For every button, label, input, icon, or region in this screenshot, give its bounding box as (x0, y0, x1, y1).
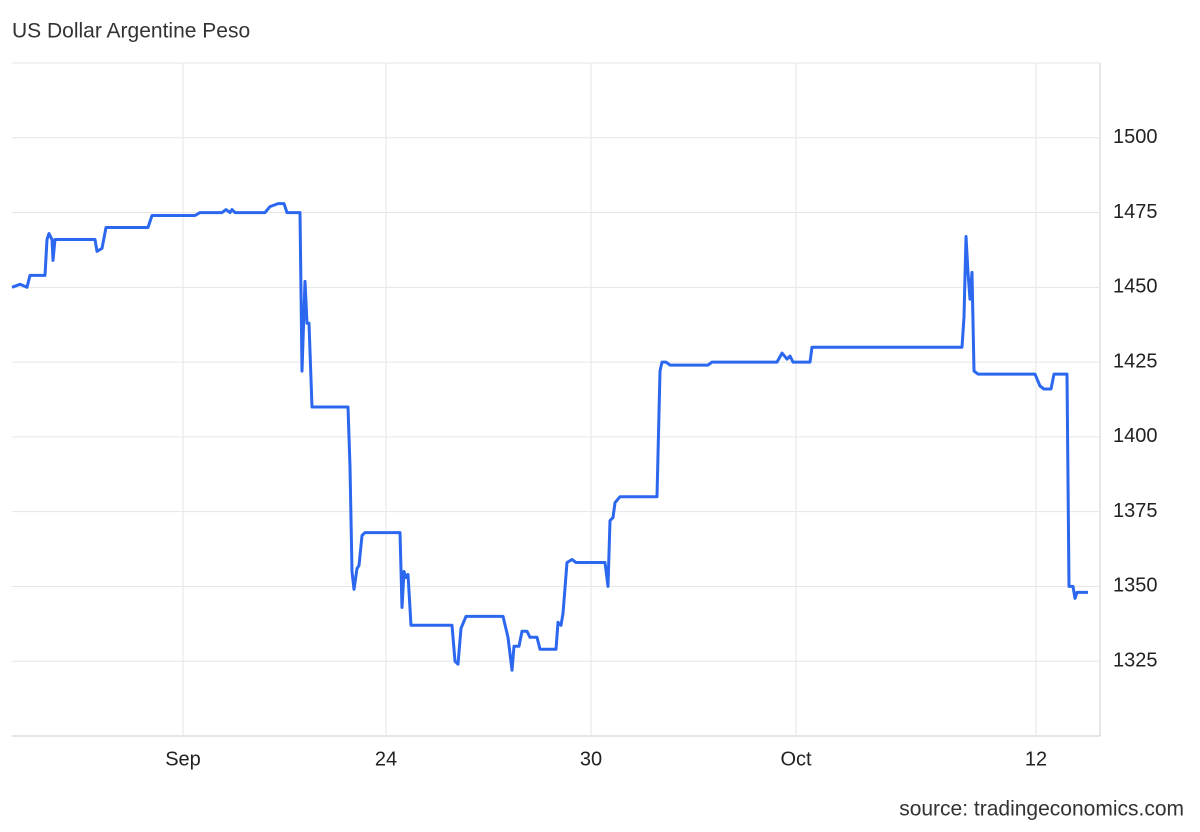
x-tick-label: 30 (580, 748, 602, 770)
y-tick-label: 1400 (1113, 425, 1158, 447)
x-tick-label: Sep (165, 748, 201, 770)
x-tick-label: Oct (780, 748, 812, 770)
x-tick-label: 24 (375, 748, 397, 770)
price-line (11, 202, 1088, 672)
y-tick-label: 1425 (1113, 350, 1158, 372)
y-tick-label: 1350 (1113, 575, 1158, 597)
y-tick-label: 1475 (1113, 201, 1158, 223)
y-tick-label: 1375 (1113, 500, 1158, 522)
y-tick-label: 1325 (1113, 650, 1158, 672)
y-tick-label: 1450 (1113, 276, 1158, 298)
x-tick-label: 12 (1025, 748, 1047, 770)
source-note: source: tradingeconomics.com (899, 798, 1184, 821)
chart-title: US Dollar Argentine Peso (12, 20, 250, 43)
y-tick-label: 1500 (1113, 126, 1158, 148)
